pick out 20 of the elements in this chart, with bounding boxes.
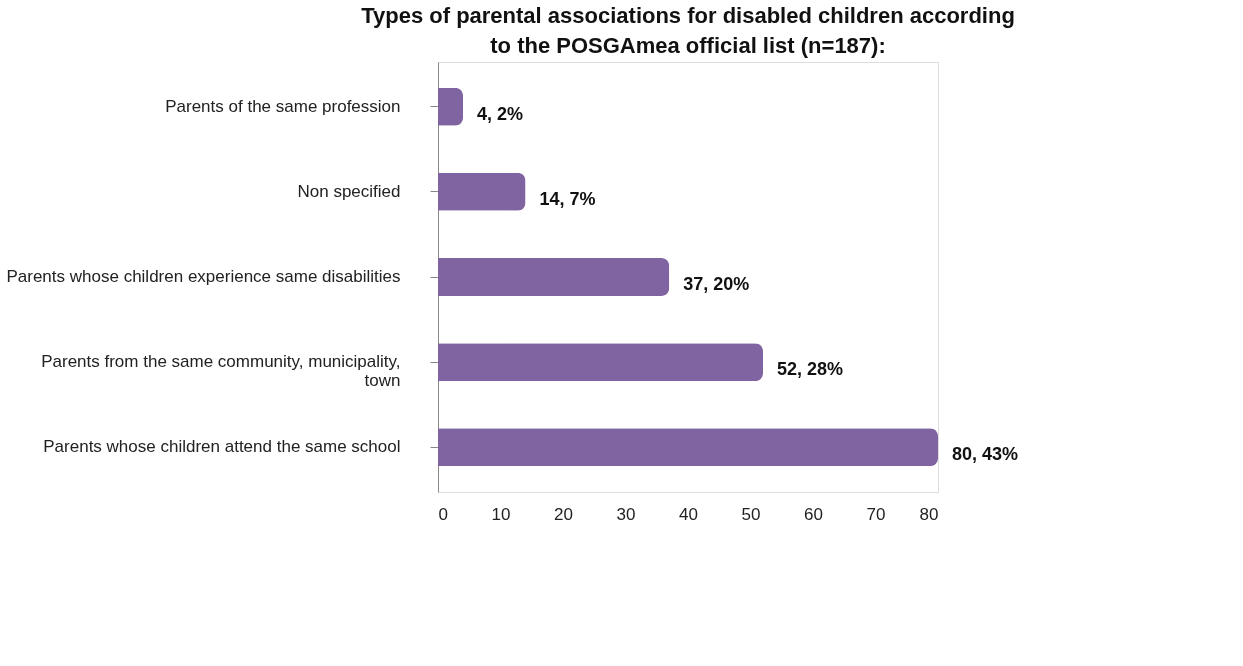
x-tick-label: 80 — [919, 504, 939, 524]
data-label: 52, 28% — [777, 359, 844, 380]
x-tick-label: 30 — [616, 504, 636, 524]
y-tick-label: Parents of the same profession — [165, 96, 401, 116]
x-tick-label: 0 — [438, 504, 448, 524]
y-tick-label: Parents from the same community, municipality, town — [41, 352, 401, 391]
x-tick-label: 40 — [679, 504, 698, 524]
data-label: 37, 20% — [683, 274, 750, 294]
y-tick-label: Parents whose children experience same disabilities — [6, 267, 401, 286]
y-tick-label: Parents whose children attend the same school — [43, 437, 401, 457]
y-tick-label: Non specified — [297, 181, 401, 201]
data-label: 80, 43% — [952, 444, 1019, 465]
data-label: 4, 2% — [477, 103, 524, 124]
x-tick-label: 60 — [804, 504, 823, 524]
x-tick-label: 20 — [554, 504, 573, 524]
x-tick-label: 50 — [741, 504, 761, 524]
data-label: 14, 7% — [539, 188, 596, 209]
x-tick-label: 10 — [491, 504, 511, 524]
chart-title: Types of parental associations for disabled children according to the POSGAmea official list (n=187): — [361, 3, 1015, 58]
x-tick-label: 70 — [866, 504, 886, 524]
